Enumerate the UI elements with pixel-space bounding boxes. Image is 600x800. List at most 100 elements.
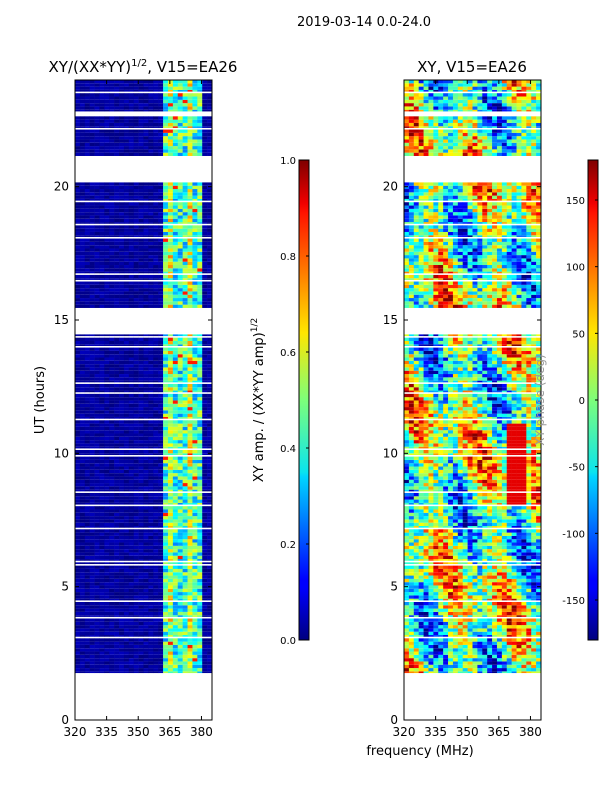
heatmap-cell	[138, 387, 144, 391]
heatmap-cell	[84, 592, 90, 596]
heatmap-cell	[153, 631, 159, 636]
heatmap-cell	[177, 129, 183, 133]
heatmap-cell	[182, 430, 188, 434]
heatmap-cell	[123, 119, 130, 123]
heatmap-cell	[207, 535, 213, 540]
heatmap-cell	[79, 258, 86, 262]
heatmap-cell	[182, 122, 188, 127]
heatmap-cell	[182, 654, 188, 659]
heatmap-cell	[109, 347, 115, 351]
heatmap-cell	[536, 644, 542, 649]
heatmap-cell	[84, 499, 90, 503]
heatmap-cell	[114, 93, 120, 97]
heatmap-cell	[148, 380, 154, 383]
heatmap-cell	[177, 99, 183, 104]
heatmap-cell	[128, 575, 135, 579]
heatmap-cell	[197, 132, 203, 137]
heatmap-cell	[197, 502, 203, 505]
heatmap-cell	[192, 443, 198, 447]
heatmap-cell	[404, 631, 410, 636]
heatmap-cell	[143, 621, 149, 626]
heatmap-cell	[182, 549, 188, 553]
heatmap-cell	[187, 93, 193, 97]
heatmap-cell	[75, 202, 81, 206]
heatmap-cell	[202, 152, 208, 156]
heatmap-cell	[89, 483, 95, 487]
heatmap-cell	[128, 340, 135, 345]
heatmap-cell	[114, 440, 120, 444]
heatmap-cell	[207, 241, 213, 246]
heatmap-cell	[177, 149, 183, 153]
heatmap-cell	[158, 489, 164, 492]
heatmap-cell	[148, 377, 154, 381]
heatmap-cell	[138, 516, 144, 520]
heatmap-cell	[182, 648, 188, 652]
heatmap-cell	[114, 509, 120, 513]
heatmap-cell	[99, 403, 105, 408]
heatmap-cell	[94, 109, 100, 112]
heatmap-cell	[133, 334, 139, 337]
heatmap-cell	[89, 559, 95, 561]
heatmap-cell	[163, 568, 169, 573]
heatmap-cell	[143, 654, 149, 659]
heatmap-cell	[197, 535, 203, 540]
heatmap-cell	[79, 572, 86, 576]
heatmap-cell	[143, 225, 149, 229]
heatmap-cell	[501, 661, 508, 665]
heatmap-cell	[192, 542, 198, 546]
heatmap-cell	[123, 278, 130, 280]
heatmap-cell	[104, 592, 110, 596]
heatmap-cell	[192, 539, 198, 543]
heatmap-cell	[192, 618, 198, 622]
heatmap-cell	[104, 499, 110, 503]
heatmap-cell	[167, 400, 174, 404]
heatmap-cell	[148, 496, 154, 500]
heatmap-cell	[192, 208, 198, 213]
heatmap-cell	[148, 598, 154, 601]
x-tick-label: 320	[64, 725, 87, 739]
heatmap-cell	[192, 522, 198, 526]
heatmap-cell	[109, 225, 115, 229]
heatmap-cell	[94, 585, 100, 589]
heatmap-cell	[79, 509, 86, 513]
heatmap-cell	[114, 350, 120, 355]
heatmap-cell	[202, 139, 208, 143]
heatmap-cell	[207, 502, 213, 505]
heatmap-cell	[143, 522, 149, 526]
heatmap-cell	[438, 664, 444, 669]
heatmap-cell	[114, 661, 120, 665]
heatmap-cell	[109, 208, 115, 213]
heatmap-cell	[148, 671, 154, 674]
heatmap-cell	[94, 245, 100, 249]
heatmap-cell	[104, 218, 110, 223]
heatmap-cell	[99, 294, 105, 299]
heatmap-cell	[182, 539, 188, 543]
heatmap-cell	[84, 380, 90, 383]
heatmap-cell	[172, 215, 179, 219]
heatmap-cell	[99, 255, 105, 259]
heatmap-cell	[79, 195, 86, 199]
heatmap-cell	[114, 288, 120, 292]
heatmap-cell	[187, 205, 193, 209]
heatmap-cell	[123, 96, 130, 100]
heatmap-cell	[207, 443, 213, 447]
heatmap-cell	[408, 644, 415, 649]
heatmap-cell	[148, 192, 154, 196]
heatmap-cell	[197, 99, 203, 104]
heatmap-cell	[104, 618, 110, 622]
heatmap-cell	[202, 271, 208, 274]
heatmap-cell	[119, 288, 125, 292]
heatmap-cell	[119, 80, 125, 84]
heatmap-cell	[94, 492, 100, 497]
heatmap-cell	[187, 413, 193, 417]
heatmap-cell	[148, 628, 154, 632]
heatmap-cell	[197, 185, 203, 190]
heatmap-cell	[182, 608, 188, 612]
heatmap-cell	[487, 635, 493, 637]
heatmap-cell	[457, 638, 464, 642]
heatmap-cell	[79, 539, 86, 543]
heatmap-cell	[177, 268, 183, 272]
heatmap-cell	[158, 89, 164, 92]
heatmap-cell	[177, 618, 183, 622]
heatmap-cell	[182, 453, 188, 456]
